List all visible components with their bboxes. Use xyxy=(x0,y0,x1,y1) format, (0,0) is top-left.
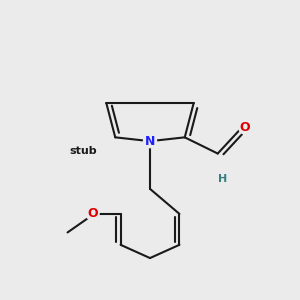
Circle shape xyxy=(86,207,99,220)
Text: H: H xyxy=(218,174,228,184)
Text: stub: stub xyxy=(69,146,97,156)
Circle shape xyxy=(143,135,157,148)
Text: O: O xyxy=(240,121,250,134)
Circle shape xyxy=(238,121,252,134)
Circle shape xyxy=(217,173,230,186)
Text: O: O xyxy=(87,207,98,220)
Circle shape xyxy=(76,144,89,157)
Text: N: N xyxy=(145,135,155,148)
